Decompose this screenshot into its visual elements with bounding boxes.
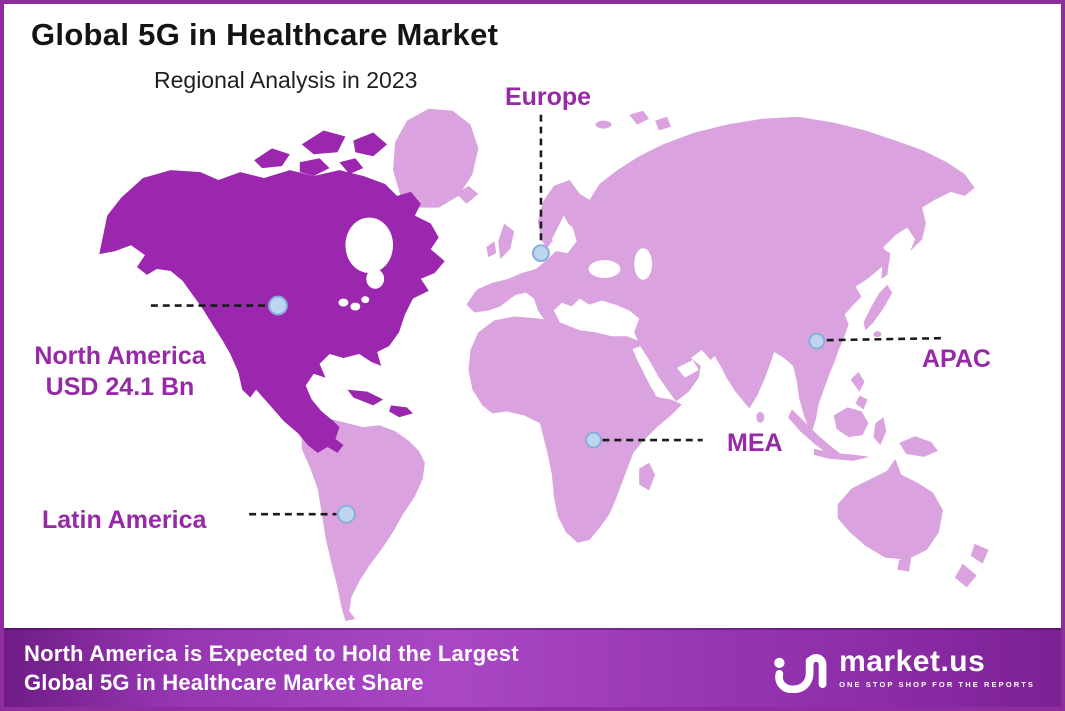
- ireland-shape: [486, 241, 497, 258]
- footer-caption-line1: North America is Expected to Hold the La…: [24, 640, 519, 666]
- arctic-isle: [595, 120, 612, 129]
- red-sea: [632, 346, 662, 397]
- australia-shape: [837, 458, 943, 560]
- north-america-marker-dot: [268, 295, 288, 316]
- brand-tagline: ONE STOP SHOP FOR THE REPORTS: [839, 679, 1035, 689]
- marketus-brand: market.us ONE STOP SHOP FOR THE REPORTS: [771, 643, 1035, 693]
- arctic-islands-shape: [254, 130, 388, 177]
- persian-gulf: [676, 359, 699, 378]
- brand-name: market.us: [839, 644, 986, 678]
- greenland-shape: [393, 108, 479, 208]
- hudson-bay: [345, 217, 394, 273]
- mea-marker-dot: [585, 431, 602, 449]
- cuba-shape: [347, 389, 384, 406]
- caspian-sea: [634, 248, 653, 280]
- japan-shape: [863, 284, 893, 331]
- marketus-logo-icon: [774, 653, 827, 693]
- label-europe: Europe: [504, 83, 592, 111]
- apac-marker-dot: [808, 332, 826, 350]
- label-latin-america: Latin America: [42, 506, 207, 534]
- svalbard-shape: [629, 110, 671, 131]
- north-america-value: USD 24.1 Bn: [45, 373, 195, 401]
- africa-shape: [468, 316, 682, 543]
- japan-isle: [873, 331, 882, 338]
- apac-callout-line: [826, 336, 941, 342]
- world-map: [99, 108, 989, 621]
- footer-bar: North America is Expected to Hold the La…: [4, 628, 1061, 707]
- java-shape: [813, 448, 870, 461]
- footer-caption-line2: Global 5G in Healthcare Market Share: [24, 669, 424, 695]
- borneo-shape: [833, 407, 869, 438]
- great-lake: [350, 302, 361, 311]
- iceland-shape: [456, 185, 479, 204]
- page-subtitle: Regional Analysis in 2023: [154, 67, 418, 93]
- label-mea: MEA: [727, 429, 783, 457]
- latin-america-marker-dot: [336, 504, 356, 524]
- north-america-name: North America: [34, 342, 206, 370]
- baltic-sea: [551, 215, 572, 250]
- great-lake: [361, 296, 370, 304]
- new-zealand-shape: [954, 543, 989, 588]
- uk-shape: [498, 223, 515, 260]
- great-lake: [338, 298, 349, 307]
- label-apac: APAC: [922, 345, 991, 373]
- sri-lanka-shape: [756, 411, 765, 423]
- new-guinea-shape: [899, 436, 938, 457]
- south-america-shape: [301, 419, 425, 621]
- label-north-america: North America USD 24.1 Bn: [34, 341, 205, 403]
- hispaniola-shape: [389, 405, 413, 418]
- james-bay: [366, 268, 385, 289]
- europe-marker-dot: [532, 244, 550, 263]
- madagascar-shape: [639, 462, 656, 491]
- philippines-shape: [850, 371, 868, 410]
- sakhalin-shape: [881, 249, 891, 279]
- page-title: Global 5G in Healthcare Market: [31, 17, 499, 52]
- tasmania-shape: [897, 557, 912, 572]
- brand-text: market.us ONE STOP SHOP FOR THE REPORTS: [839, 644, 1035, 689]
- black-sea: [588, 260, 621, 278]
- sumatra-shape: [788, 409, 840, 457]
- eurasia-shape: [466, 116, 975, 436]
- sulawesi-shape: [873, 417, 887, 445]
- footer-caption: North America is Expected to Hold the La…: [24, 639, 519, 697]
